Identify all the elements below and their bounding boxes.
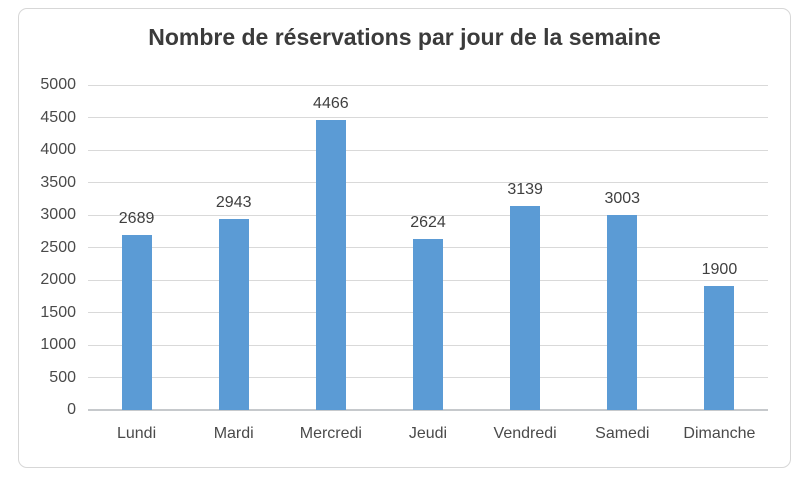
x-tick-label: Mardi xyxy=(213,425,254,442)
bar-mardi xyxy=(218,219,249,410)
bar-vendredi xyxy=(510,206,541,410)
bar-dimanche xyxy=(704,286,735,410)
y-tick-label: 0 xyxy=(67,401,76,418)
data-label: 3003 xyxy=(604,190,641,207)
bar-samedi xyxy=(607,215,638,410)
y-tick-label: 500 xyxy=(49,368,76,386)
data-label: 2624 xyxy=(410,214,446,231)
x-axis-line xyxy=(88,409,768,411)
y-tick-label: 3000 xyxy=(40,206,76,223)
data-label: 2943 xyxy=(215,194,252,211)
gridline xyxy=(88,149,768,151)
bar-jeudi xyxy=(413,239,443,410)
x-tick-label: Vendredi xyxy=(493,425,557,442)
bar-lundi xyxy=(121,235,152,410)
data-label: 3139 xyxy=(507,181,543,198)
data-label: 1900 xyxy=(701,261,738,278)
gridline xyxy=(88,182,768,183)
y-tick-label: 1000 xyxy=(40,336,76,353)
y-tick-label: 4500 xyxy=(40,108,76,126)
y-tick-label: 2500 xyxy=(40,238,76,256)
x-axis: Lundi Mardi Mercredi Jeudi Vendredi Samedi Dim… xyxy=(88,425,768,449)
y-axis: 0 500 1000 1500 2000 2500 3000 3500 4000 4500 5000 xyxy=(0,76,76,418)
y-tick-label: 1500 xyxy=(40,303,76,321)
gridline xyxy=(88,117,768,118)
y-tick-label: 5000 xyxy=(40,76,76,93)
x-tick-label: Mercredi xyxy=(299,425,362,442)
chart-title: Nombre de réservations par jour de la se… xyxy=(148,24,661,50)
bar-mercredi xyxy=(315,120,346,410)
y-tick-label: 2000 xyxy=(40,271,76,288)
gridline xyxy=(88,84,768,86)
data-label: 2689 xyxy=(118,210,155,227)
x-tick-label: Samedi xyxy=(595,425,650,442)
data-label: 4466 xyxy=(313,95,349,112)
x-tick-label: Jeudi xyxy=(408,425,448,442)
plot-area: 2689 2943 4466 2624 3139 3003 1900 xyxy=(88,84,768,411)
y-tick-label: 4000 xyxy=(40,141,76,158)
x-tick-label: Lundi xyxy=(116,425,157,442)
gridline xyxy=(88,214,768,216)
y-tick-label: 3500 xyxy=(40,173,76,191)
x-tick-label: Dimanche xyxy=(683,425,756,442)
